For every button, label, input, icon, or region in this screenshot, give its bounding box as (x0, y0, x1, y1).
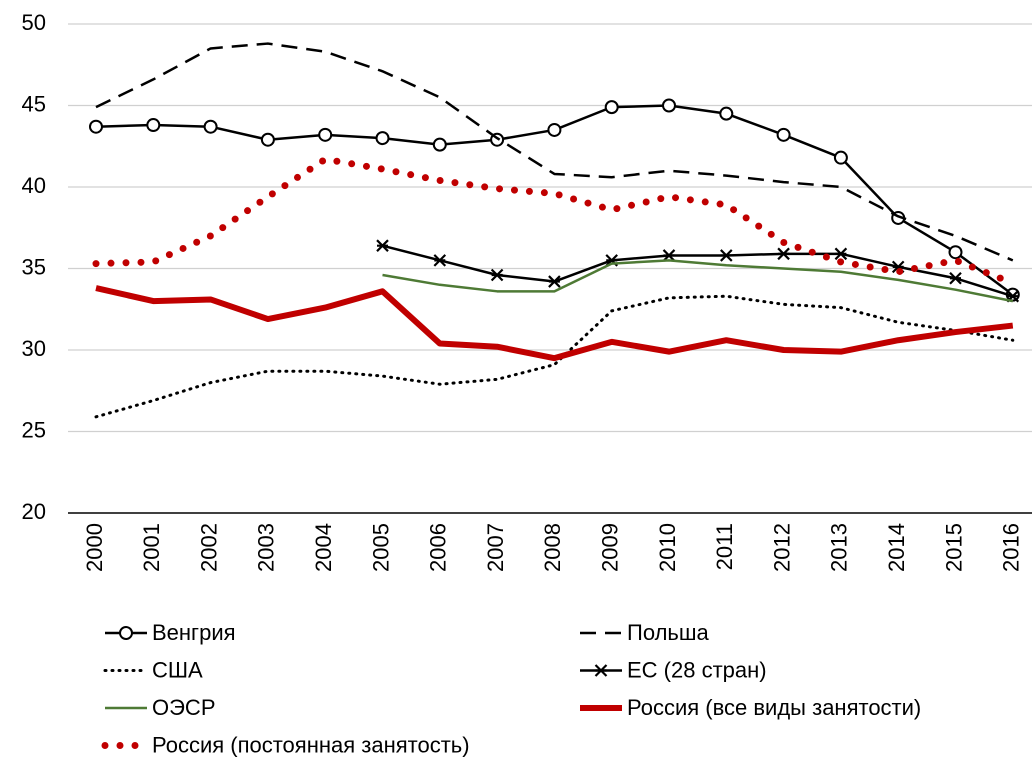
x-tick-label: 2003 (254, 523, 279, 572)
series-line (382, 244, 1014, 298)
data-point (777, 247, 790, 261)
data-point (949, 272, 962, 285)
data-point (260, 132, 275, 147)
x-tick-label: 2008 (540, 523, 565, 572)
legend-item: ЕС (28 стран) (580, 657, 767, 682)
x-tick-label: 2012 (769, 523, 794, 572)
data-point (719, 106, 734, 121)
series-line (94, 294, 1015, 419)
x-tick-label: 2014 (884, 523, 909, 572)
series-line (95, 42, 1014, 262)
legend-label: Польша (627, 620, 710, 645)
legend-label: Венгрия (152, 620, 236, 645)
x-tick-label: 2013 (827, 523, 852, 572)
x-tick-label: 2010 (655, 523, 680, 572)
legend-item: ОЭСР (105, 695, 216, 720)
data-point (548, 275, 561, 288)
x-tick-label: 2004 (311, 523, 336, 572)
legend-item: Польша (580, 620, 710, 645)
data-point (948, 245, 963, 260)
x-tick-label: 2005 (368, 523, 393, 572)
data-point (203, 119, 218, 134)
x-tick-label: 2009 (598, 523, 623, 572)
data-point (318, 127, 333, 142)
data-point (89, 119, 103, 134)
data-point (662, 98, 676, 113)
series-line (92, 155, 1017, 287)
y-tick-label: 45 (22, 91, 46, 116)
x-tick-label: 2002 (196, 523, 221, 572)
data-point (662, 249, 676, 262)
data-point (834, 247, 848, 261)
x-tick-label: 2015 (941, 523, 966, 572)
y-tick-label: 30 (22, 336, 46, 361)
data-point (720, 249, 733, 262)
legend-label: США (152, 657, 203, 682)
x-tick-label: 2007 (483, 523, 508, 572)
legend-label: ЕС (28 стран) (627, 657, 767, 682)
y-tick-label: 20 (22, 499, 46, 524)
x-tick-label: 2000 (82, 523, 107, 572)
data-point (776, 127, 791, 142)
y-tick-label: 40 (22, 173, 46, 198)
legend-item: США (103, 657, 203, 682)
y-tick-label: 35 (22, 254, 46, 279)
series-line (382, 259, 1014, 303)
legend-marker (594, 664, 608, 677)
y-tick-label: 50 (22, 10, 46, 35)
data-point (376, 239, 389, 252)
legend-item: Россия (постоянная занятость) (101, 732, 470, 757)
series-line (95, 285, 1014, 362)
data-point (433, 254, 447, 267)
x-tick-label: 2001 (139, 523, 164, 572)
legend-label: Россия (постоянная занятость) (152, 732, 470, 757)
data-point (833, 150, 848, 165)
y-tick-label: 25 (22, 417, 46, 442)
legend-item: Венгрия (105, 620, 236, 645)
legend-item: Россия (все виды занятости) (580, 695, 921, 720)
data-point (547, 122, 562, 137)
legend-label: Россия (все виды занятости) (627, 695, 921, 720)
data-point (432, 137, 447, 152)
data-point (375, 131, 390, 146)
x-tick-label: 2011 (712, 523, 737, 570)
x-tick-label: 2016 (999, 523, 1024, 572)
legend-marker (119, 626, 133, 640)
x-tick-label: 2006 (426, 523, 451, 572)
data-point (604, 100, 619, 115)
data-point (146, 118, 161, 133)
data-point (490, 268, 504, 282)
legend-label: ОЭСР (152, 695, 216, 720)
